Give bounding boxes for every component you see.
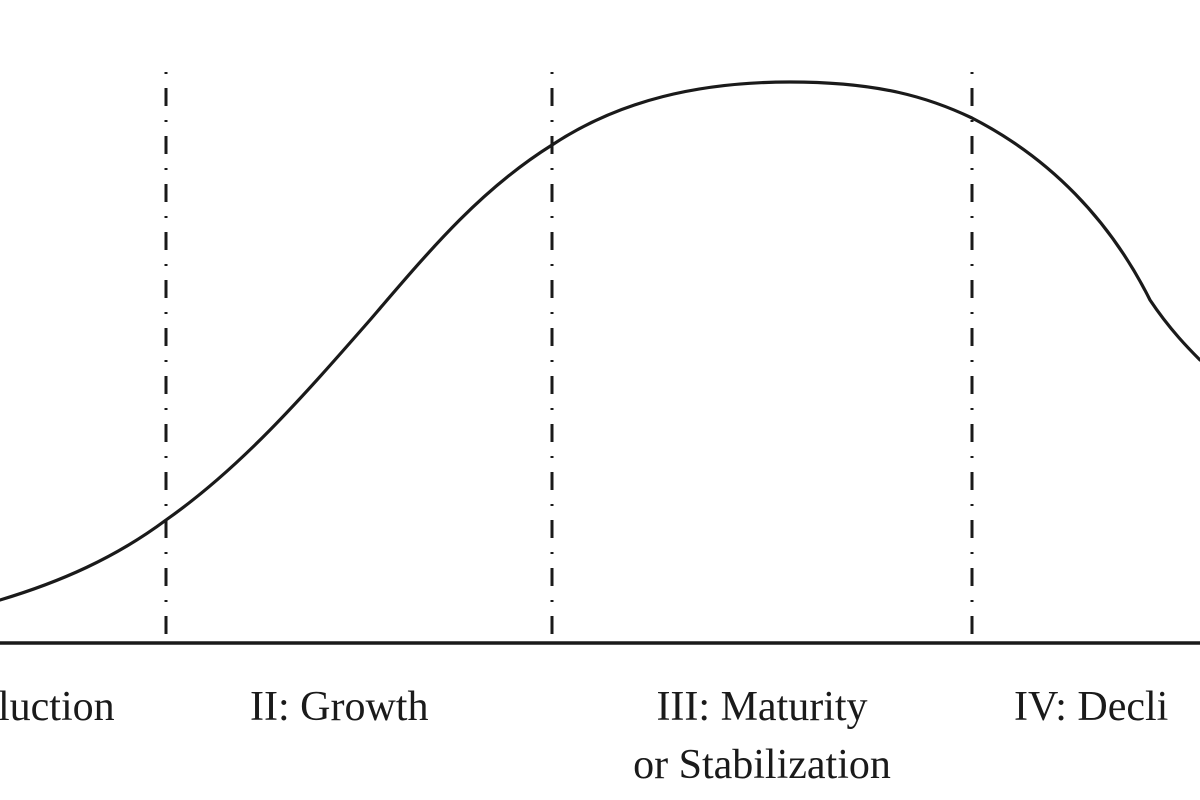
stage-label-maturity: III: Maturity or Stabilization	[612, 684, 912, 788]
stage-label-growth: II: Growth	[250, 684, 428, 730]
stage-label-maturity-line2: or Stabilization	[633, 742, 891, 788]
stage-label-introduction: luction	[0, 684, 115, 730]
sales-curve	[0, 80, 1200, 602]
stage-label-decline: IV: Decli	[1014, 684, 1168, 730]
stage-label-maturity-line1: III: Maturity	[656, 684, 868, 730]
stage-label-decline-text: IV: Decli	[1014, 684, 1169, 730]
stage-label-introduction-text: luction	[0, 684, 115, 730]
stage-label-growth-text: II: Growth	[250, 684, 429, 730]
